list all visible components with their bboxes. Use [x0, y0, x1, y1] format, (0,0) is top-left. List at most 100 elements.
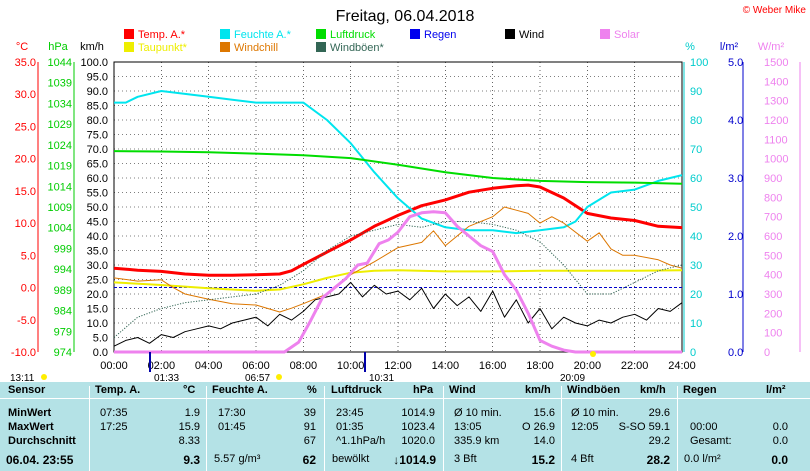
gust-value: 28.2: [646, 453, 670, 467]
rain-tick-label: 5.0: [728, 57, 743, 69]
wind-tick-label: 35.0: [87, 246, 108, 258]
gust-label: Ø 10 min.: [571, 407, 619, 419]
divider: [677, 386, 678, 471]
sensor-header: Sensor: [8, 384, 46, 396]
legend-swatch: [600, 29, 610, 39]
x-tick-label: 22:00: [621, 360, 649, 372]
wind-value: 14.0: [533, 435, 555, 447]
solar-tick-label: 400: [764, 270, 782, 282]
press-trend: ^1.1hPa/h: [336, 435, 386, 447]
series-feuchte-a: [114, 90, 683, 235]
temp-time: 07:35: [100, 407, 128, 419]
series-luftdruck: [113, 150, 683, 185]
divider: [443, 386, 444, 471]
solar-tick-label: 200: [764, 308, 782, 320]
legend-label: Windchill: [234, 42, 278, 54]
press-value: 1023.4: [401, 421, 435, 433]
gust-label: 12:05: [571, 421, 599, 433]
solar-tick-label: 1100: [764, 134, 788, 146]
gust-value: 29.2: [648, 435, 670, 447]
wind-value: 15.6: [533, 407, 555, 419]
x-tick-label: 02:00: [148, 360, 176, 372]
humidity-unit-label: %: [685, 41, 695, 53]
solar-tick-label: 100: [764, 328, 782, 340]
wind-tick-label: 55.0: [87, 188, 108, 200]
wind-tick-label: 10.0: [87, 318, 108, 330]
wind-label: 335.9 km: [454, 435, 500, 447]
pressure-tick-label: 974: [54, 347, 72, 359]
rain-label: 00:00: [690, 421, 718, 433]
culmination-time: 10:31: [369, 373, 394, 382]
divider: [561, 386, 562, 471]
solar-tick-label: 800: [764, 192, 782, 204]
wind-tick-label: 85.0: [87, 101, 108, 113]
solar-unit-label: W/m²: [758, 41, 785, 53]
legend-label: Luftdruck: [330, 29, 376, 41]
solar-tick-label: 1000: [764, 154, 788, 166]
temp-tick-label: 35.0: [15, 57, 36, 69]
sunset-time: 20:09: [560, 373, 585, 382]
humidity-tick-label: 60: [690, 173, 702, 185]
series-wind: [113, 281, 683, 347]
press-time: 23:45: [336, 407, 364, 419]
wind-tick-label: 90.0: [87, 86, 108, 98]
gust-header: Windböen: [567, 384, 621, 396]
solar-tick-label: 0: [764, 347, 770, 359]
sunset-icon: [590, 351, 596, 357]
humidity-tick-label: 100: [690, 57, 708, 69]
temp-value: 1.9: [184, 407, 200, 419]
series-windb-en: [113, 221, 683, 338]
wind-tick-label: 95.0: [87, 72, 108, 84]
pressure-tick-label: 1019: [48, 161, 72, 173]
row-label: MinWert: [8, 407, 52, 419]
solar-tick-label: 600: [764, 231, 782, 243]
rain-tick-label: 1.0: [728, 289, 743, 301]
wind-label: Ø 10 min.: [454, 407, 502, 419]
solar-tick-label: 1400: [764, 76, 788, 88]
humidity-tick-label: 90: [690, 86, 702, 98]
copyright: © Weber Mike: [743, 5, 807, 16]
wind-header: Wind: [449, 384, 476, 396]
legend-swatch: [124, 42, 134, 52]
wind-tick-label: 5.0: [93, 333, 108, 345]
moonrise-time: 13:11: [10, 373, 35, 382]
wind-tick-label: 0.0: [93, 347, 108, 359]
series-taupunkt: [113, 269, 683, 292]
pressure-tick-label: 1034: [48, 98, 72, 110]
x-tick-label: 06:00: [242, 360, 270, 372]
legend-swatch: [410, 29, 420, 39]
temp-tick-label: 0.0: [21, 283, 36, 295]
humidity-tick-label: 80: [690, 115, 702, 127]
humidity-tick-label: 50: [690, 202, 702, 214]
legend-swatch: [220, 42, 230, 52]
rain-value: 0.0: [772, 421, 788, 433]
humidity-tick-label: 0: [690, 347, 696, 359]
gust-label: 4 Bft: [571, 453, 594, 465]
wind-unit: km/h: [525, 384, 551, 396]
hum-time: 01:45: [218, 421, 246, 433]
sunrise-time: 06:57: [245, 373, 270, 382]
rain-value: 0.0: [772, 435, 788, 447]
moonset-time: 01:33: [154, 373, 179, 382]
legend-label: Wind: [519, 29, 544, 41]
row-label: Durchschnitt: [8, 435, 76, 447]
wind-value: O 26.9: [521, 421, 555, 433]
rain-unit-label: l/m²: [720, 41, 739, 53]
legend-label: Solar: [614, 29, 640, 41]
gust-unit: km/h: [640, 384, 666, 396]
weather-chart: 35.0 30.0 25.0 20.0 15.0 10.0 5.0 0.0 -5.0 -10.0 1…: [10, 5, 807, 382]
wind-tick-label: 15.0: [87, 304, 108, 316]
x-tick-label: 20:00: [574, 360, 602, 372]
humidity-tick-label: 40: [690, 231, 702, 243]
rain-header: Regen: [683, 384, 717, 396]
temp-value: 9.3: [183, 453, 200, 467]
divider: [324, 386, 325, 471]
temp-value: 8.33: [178, 435, 200, 447]
press-value: 1014.9: [401, 407, 435, 419]
x-tick-label: 14:00: [432, 360, 460, 372]
x-tick-label: 24:00: [668, 360, 696, 372]
press-unit: hPa: [413, 384, 434, 396]
solar-tick-label: 900: [764, 173, 782, 185]
legend-label: Feuchte A.*: [234, 29, 292, 41]
press-value: 1020.0: [401, 435, 435, 447]
